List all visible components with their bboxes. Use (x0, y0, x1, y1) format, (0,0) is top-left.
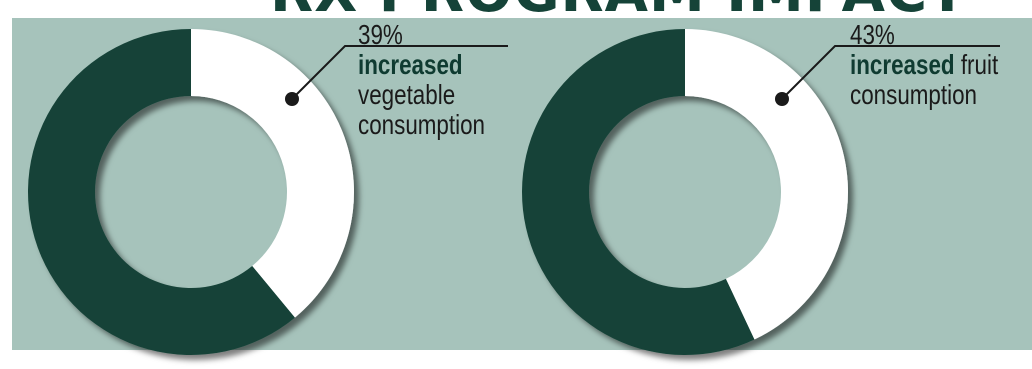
donut-slice-remainder (28, 29, 295, 355)
percent-label: 43% (850, 19, 895, 50)
leader-dot (775, 92, 789, 106)
donut-slice-remainder (522, 29, 755, 356)
callout-line-2: vegetable (358, 79, 456, 110)
callout-leader-lines (285, 45, 1000, 106)
leader-dot (285, 92, 299, 106)
bold-label: increased (358, 49, 463, 80)
donut-chart-vegetable (28, 29, 354, 355)
banner-title: RX PROGRAM IMPACT (270, 0, 967, 23)
callout-line-1: increased fruit (850, 50, 998, 80)
donut-slice-highlight (685, 29, 849, 340)
bold-label: increased (850, 49, 955, 80)
leader-line (781, 45, 1000, 100)
callout-line-3: consumption (358, 109, 486, 140)
callout-line-1: increased (358, 50, 485, 80)
donut-slice-highlight (191, 29, 354, 318)
callout-vegetable: 39% increased vegetable consumption (358, 20, 485, 140)
callout-fruit: 43% increased fruit consumption (850, 20, 998, 110)
callout-line-2: consumption (850, 79, 978, 110)
rest-label: fruit (960, 49, 999, 80)
leader-line (291, 45, 508, 100)
donut-chart-fruit (522, 29, 849, 356)
percent-label: 39% (358, 19, 403, 50)
